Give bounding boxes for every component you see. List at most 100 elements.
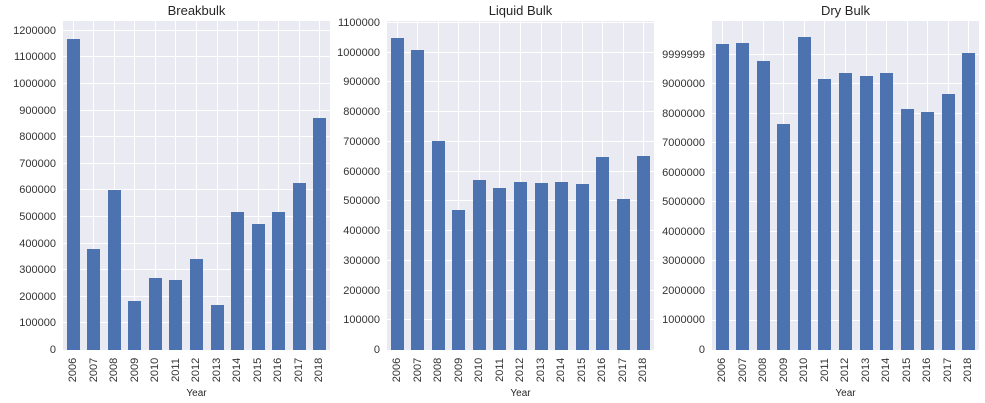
y-tick-label: 6000000	[662, 166, 705, 179]
y-tick-label: 800000	[19, 131, 56, 144]
chart-liquid-bulk: Liquid Bulk 0 100000 200000 300000 400000 500…	[330, 0, 654, 403]
y-tick-label: 1000000	[662, 314, 705, 327]
x-tick-label: 2006	[390, 353, 404, 387]
y-tick-label: 600000	[343, 165, 380, 178]
vertical-gridline	[175, 21, 177, 350]
x-tick-label: 2010	[797, 353, 811, 387]
bar-2010	[797, 36, 811, 350]
bar-2011	[169, 280, 183, 350]
y-tick-label: 600000	[19, 184, 56, 197]
bar-2016	[272, 211, 286, 350]
x-tick-label: 2008	[107, 353, 121, 387]
x-tick-label-text: 2018	[313, 357, 326, 383]
x-tick-label: 2008	[756, 353, 770, 387]
x-tick-label: 2013	[534, 353, 548, 387]
vertical-gridline	[216, 21, 218, 350]
x-tick-label-text: 2008	[432, 357, 445, 383]
vertical-gridline	[134, 21, 136, 350]
x-tick-label: 2014	[231, 353, 245, 387]
y-tick-label: 400000	[343, 225, 380, 237]
plot-area	[712, 21, 979, 350]
x-tick-label-text: 2011	[818, 358, 831, 382]
x-tick-label-text: 2015	[901, 357, 914, 383]
x-tick-label: 2015	[575, 353, 589, 387]
vertical-gridline	[499, 21, 501, 350]
bar-2009	[777, 123, 791, 350]
x-tick-label-text: 2008	[108, 357, 121, 383]
x-tick-label-text: 2009	[777, 357, 790, 383]
bar-2016	[596, 157, 610, 350]
x-tick-label-text: 2010	[798, 357, 811, 383]
x-tick-label-text: 2016	[596, 357, 609, 383]
x-tick-label-text: 2018	[962, 357, 975, 383]
bar-2018	[962, 52, 976, 350]
bar-2018	[313, 118, 327, 350]
y-tick-label: 800000	[343, 106, 380, 119]
x-tick-label-text: 2016	[272, 357, 285, 383]
y-tick-label: 5000000	[662, 196, 705, 209]
y-tick-label: 9999999	[662, 48, 705, 61]
bar-2014	[880, 72, 894, 350]
x-tick-label-text: 2012	[190, 357, 203, 383]
x-tick-label-text: 2010	[473, 357, 486, 383]
bar-2017	[616, 199, 630, 350]
bar-2011	[493, 187, 507, 350]
bar-2018	[637, 155, 651, 350]
vertical-gridline	[278, 21, 280, 350]
y-tick-label: 900000	[19, 104, 56, 117]
x-tick-label-text: 2012	[514, 357, 527, 383]
bar-2011	[818, 78, 832, 350]
x-tick-label: 2017	[616, 353, 630, 387]
x-tick-label: 2014	[555, 353, 569, 387]
y-tick-label: 100000	[19, 317, 56, 330]
x-tick-label: 2012	[190, 353, 204, 387]
bar-2013	[859, 76, 873, 350]
y-tick-label: 3000000	[662, 255, 705, 268]
x-tick-label: 2011	[169, 353, 183, 387]
x-tick-label-text: 2010	[149, 357, 162, 383]
bar-2015	[575, 184, 589, 350]
vertical-gridline	[196, 21, 197, 350]
x-tick-label-text: 2014	[880, 357, 893, 383]
bar-2012	[839, 73, 852, 350]
bar-2017	[292, 183, 306, 350]
x-tick-label: 2010	[148, 353, 162, 387]
x-tick-label-text: 2006	[716, 357, 729, 383]
x-tick-label-text: 2017	[617, 357, 630, 383]
y-tick-label: 9000000	[662, 78, 705, 91]
x-tick-label: 2017	[941, 353, 955, 387]
x-tick-label: 2017	[292, 353, 306, 387]
y-tick-label: 0	[373, 344, 380, 356]
x-tick-label-text: 2018	[637, 357, 650, 383]
bar-2013	[534, 183, 548, 350]
bar-2012	[514, 181, 527, 350]
x-tick-label-text: 2009	[128, 357, 141, 383]
y-tick-label: 200000	[343, 284, 380, 297]
x-tick-label: 2016	[596, 353, 610, 387]
y-tick-label: 7000000	[662, 137, 705, 150]
vertical-gridline	[113, 21, 115, 350]
y-tick-label: 900000	[343, 76, 380, 89]
bar-2010	[148, 277, 162, 350]
bar-2017	[941, 93, 955, 350]
x-tick-label: 2014	[880, 353, 894, 387]
bar-2014	[555, 181, 569, 350]
x-tick-label: 2009	[777, 353, 791, 387]
x-tick-label-text: 2012	[839, 357, 852, 383]
y-tick-label: 400000	[19, 237, 56, 250]
plot-area	[63, 21, 330, 350]
x-tick-label: 2013	[210, 353, 224, 387]
y-tick-label: 4000000	[662, 225, 705, 238]
x-tick-label: 2015	[900, 353, 914, 387]
x-tick-label: 2013	[859, 353, 873, 387]
x-tick-label: 2012	[514, 353, 528, 387]
bar-2009	[128, 300, 142, 350]
bar-2008	[431, 141, 445, 350]
bar-2015	[900, 108, 914, 350]
bar-2016	[921, 112, 935, 350]
x-tick-label: 2007	[736, 353, 750, 387]
x-tick-label: 2018	[637, 353, 651, 387]
y-tick-label: 100000	[343, 314, 380, 327]
x-tick-label: 2006	[66, 353, 80, 387]
x-tick-label: 2016	[272, 353, 286, 387]
